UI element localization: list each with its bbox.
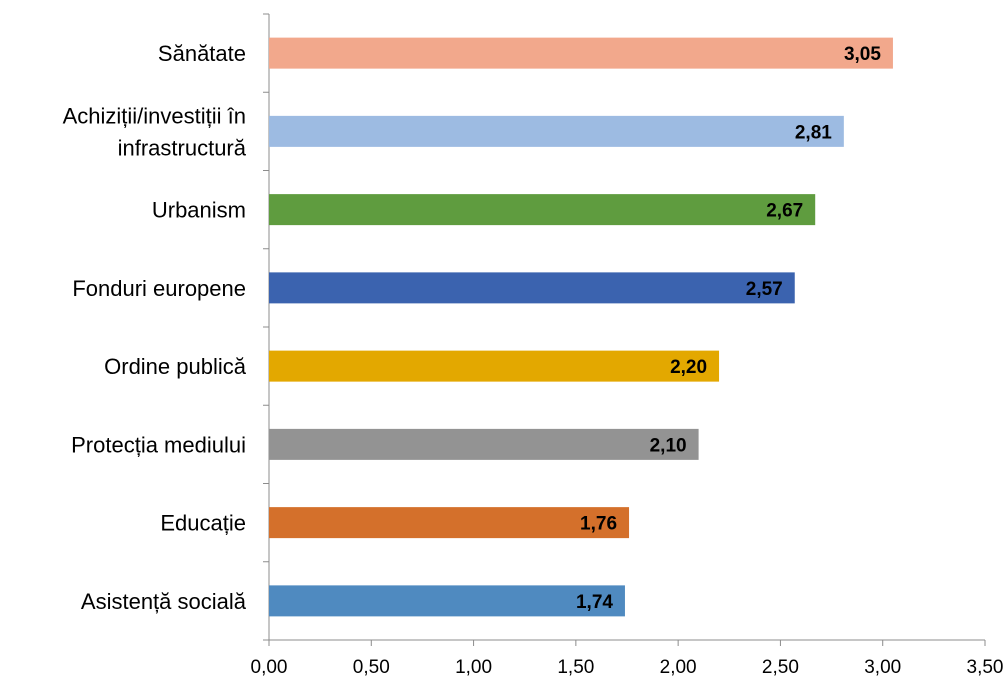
data-label: 1,74 (576, 592, 613, 613)
bar (269, 272, 795, 304)
category-label-line: infrastructură (118, 135, 247, 160)
x-tick-label: 2,00 (660, 657, 697, 678)
category-label-line: Urbanism (152, 198, 246, 223)
x-tick-label: 1,00 (455, 657, 492, 678)
category-label-line: Fonduri europene (72, 276, 246, 301)
x-tick-label: 3,00 (864, 657, 901, 678)
category-label: Urbanism (152, 198, 246, 223)
category-label-line: Asistență socială (81, 589, 247, 614)
x-tick-label: 2,50 (762, 657, 799, 678)
x-tick-label: 1,50 (557, 657, 594, 678)
category-label-line: Sănătate (158, 41, 246, 66)
bar (269, 350, 720, 382)
category-label-line: Protecția mediului (71, 432, 246, 457)
category-label-line: Educație (160, 511, 246, 536)
category-label: Ordine publică (104, 354, 247, 379)
x-tick-label: 0,00 (251, 657, 288, 678)
category-label: Protecția mediului (71, 432, 246, 457)
bar (269, 507, 630, 539)
category-label: Sănătate (158, 41, 246, 66)
bar (269, 115, 844, 147)
category-label: Asistență socială (81, 589, 247, 614)
chart-axes (263, 13, 986, 646)
chart-labels: 0,00 0,50 1,00 1,50 2,00 2,50 3,00 3,50 3,05 Sănă… (63, 41, 1004, 678)
data-label: 1,76 (580, 514, 617, 535)
x-tick-label: 0,50 (353, 657, 390, 678)
bar (269, 585, 625, 617)
data-label: 2,57 (746, 279, 783, 300)
category-label: Fonduri europene (72, 276, 246, 301)
chart-bars (269, 37, 893, 617)
data-label: 3,05 (844, 44, 881, 65)
data-label: 2,10 (650, 435, 687, 456)
category-label-line: Ordine publică (104, 354, 247, 379)
category-label-line: Achiziții/investiții în (63, 103, 246, 128)
bar (269, 194, 816, 226)
bar (269, 428, 699, 460)
bar (269, 37, 893, 69)
data-label: 2,67 (766, 201, 803, 222)
data-label: 2,20 (670, 357, 707, 378)
category-label: Educație (160, 511, 246, 536)
category-label: Achiziții/investiții în infrastructură (63, 103, 247, 160)
x-tick-label: 3,50 (967, 657, 1004, 678)
data-label: 2,81 (795, 122, 832, 143)
